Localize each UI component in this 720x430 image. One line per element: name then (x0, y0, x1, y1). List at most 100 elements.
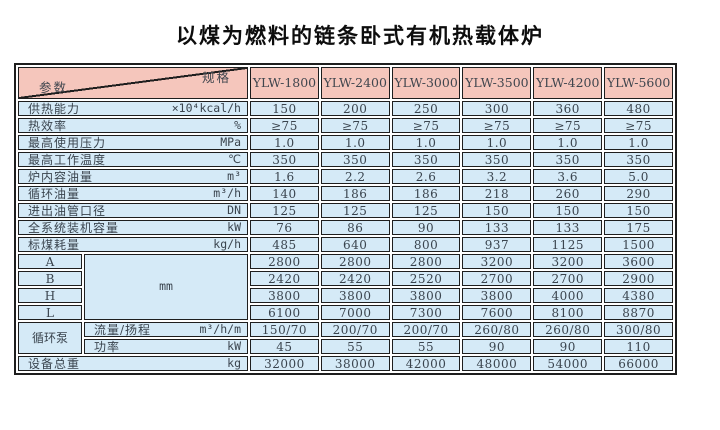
table-row: 炉内容油量 m³ 1.6 2.2 2.6 3.2 3.6 5.0 (18, 169, 673, 184)
value-cell: 2900 (604, 271, 673, 286)
value-cell: 90 (533, 339, 603, 354)
value-cell: 2.2 (320, 169, 390, 184)
value-cell: 6100 (250, 305, 319, 320)
unit-label: kg/h (213, 237, 241, 251)
value-cell: 2800 (320, 254, 390, 269)
table-row: 最高使用压力 MPa 1.0 1.0 1.0 1.0 1.0 1.0 (18, 135, 673, 150)
table-row: B 2420 2420 2520 2700 2700 2900 (18, 271, 673, 286)
value-cell: 7600 (462, 305, 532, 320)
param-label-cell: 全系统装机容量 kW (18, 220, 248, 235)
value-cell: 2700 (533, 271, 603, 286)
value-cell: 90 (462, 339, 532, 354)
value-cell: 133 (462, 220, 532, 235)
value-cell: 1.0 (391, 135, 461, 150)
param-name: 热效率 (28, 118, 68, 133)
value-cell: 3600 (604, 254, 673, 269)
value-cell: 4380 (604, 288, 673, 303)
param-name: 功率 (94, 339, 121, 354)
pump-label-cell: 循环泵 (18, 322, 82, 354)
model-header-cell: YLW-2400 (320, 67, 390, 99)
value-cell: 350 (533, 152, 603, 167)
param-label-cell: 设备总重 kg (18, 356, 248, 371)
value-cell: 200/70 (391, 322, 461, 337)
spec-table: 规格 参数 YLW-1800 YLW-2400 YLW-3000 YLW-350… (14, 63, 677, 375)
value-cell: 8100 (533, 305, 603, 320)
param-name: 最高工作温度 (28, 152, 107, 167)
value-cell: 2700 (462, 271, 532, 286)
model-header-cell: YLW-5600 (604, 67, 673, 99)
page-title: 以煤为燃料的链条卧式有机热载体炉 (176, 24, 544, 48)
value-cell: ≥75 (250, 118, 319, 133)
value-cell: 2420 (250, 271, 319, 286)
value-cell: 260/80 (462, 322, 532, 337)
unit-label: m³ (227, 169, 241, 183)
value-cell: 42000 (391, 356, 461, 371)
unit-label: kg (227, 356, 241, 370)
unit-label: DN (227, 203, 241, 217)
table-row: 全系统装机容量 kW 76 86 90 133 133 175 (18, 220, 673, 235)
value-cell: 150 (533, 203, 603, 218)
value-cell: 1500 (604, 237, 673, 252)
value-cell: 140 (250, 186, 319, 201)
value-cell: 1.0 (320, 135, 390, 150)
value-cell: 480 (604, 101, 673, 116)
table-row: 供热能力 ×10⁴kcal/h 150 200 250 300 360 480 (18, 101, 673, 116)
value-cell: 66000 (604, 356, 673, 371)
value-cell: 125 (391, 203, 461, 218)
value-cell: 3.6 (533, 169, 603, 184)
value-cell: 54000 (533, 356, 603, 371)
param-name: 最高使用压力 (28, 135, 107, 150)
value-cell: 200 (320, 101, 390, 116)
unit-label: ×10⁴kcal/h (171, 101, 241, 115)
value-cell: 133 (533, 220, 603, 235)
value-cell: 250 (391, 101, 461, 116)
table-row: 进出油管口径 DN 125 125 125 150 150 150 (18, 203, 673, 218)
value-cell: 7000 (320, 305, 390, 320)
value-cell: ≥75 (462, 118, 532, 133)
model-header-cell: YLW-3000 (391, 67, 461, 99)
value-cell: 1.0 (462, 135, 532, 150)
value-cell: 3800 (462, 288, 532, 303)
value-cell: 350 (320, 152, 390, 167)
dimension-unit-cell: mm (84, 254, 248, 320)
value-cell: 200/70 (320, 322, 390, 337)
table-row: 循环泵 流量/扬程 m³/h/m 150/70 200/70 200/70 260… (18, 322, 673, 354)
value-cell: 3200 (462, 254, 532, 269)
param-name: 设备总重 (28, 356, 81, 371)
value-cell: 150 (250, 101, 319, 116)
value-cell: 175 (604, 220, 673, 235)
value-cell: 5.0 (604, 169, 673, 184)
table-row: 热效率% ≥75 ≥75 ≥75 ≥75 ≥75 ≥75 (18, 118, 673, 133)
value-cell: 2800 (250, 254, 319, 269)
dimension-letter-cell: H (18, 288, 82, 303)
table-row: L 6100 7000 7300 7600 8100 8870 (18, 305, 673, 320)
value-cell: 2520 (391, 271, 461, 286)
param-name: 全系统装机容量 (28, 220, 120, 235)
value-cell: 937 (462, 237, 532, 252)
value-cell: 350 (250, 152, 319, 167)
table-row: 功率 kW 45 55 55 90 90 110 (18, 339, 673, 354)
value-cell: 3.2 (462, 169, 532, 184)
table-row: 标煤耗量 kg/h 485 640 800 937 1125 1500 (18, 237, 673, 252)
value-cell: ≥75 (604, 118, 673, 133)
value-cell: 7300 (391, 305, 461, 320)
param-name: 炉内容油量 (28, 169, 94, 184)
model-header-cell: YLW-1800 (250, 67, 319, 99)
value-cell: ≥75 (533, 118, 603, 133)
unit-label: kW (227, 220, 241, 234)
param-label-cell: 进出油管口径 DN (18, 203, 248, 218)
value-cell: 260 (533, 186, 603, 201)
value-cell: 186 (320, 186, 390, 201)
value-cell: 290 (604, 186, 673, 201)
param-label-cell: 炉内容油量 m³ (18, 169, 248, 184)
param-label-cell: 流量/扬程 m³/h/m (84, 322, 248, 337)
dimension-letter-cell: B (18, 271, 82, 286)
table-row: 循环油量 m³/h 140 186 186 218 260 290 (18, 186, 673, 201)
value-cell: 76 (250, 220, 319, 235)
value-cell: 3800 (320, 288, 390, 303)
dimension-letter-cell: L (18, 305, 82, 320)
value-cell: 3800 (250, 288, 319, 303)
param-corner-label: 参数 (39, 79, 69, 95)
header-row: 规格 参数 YLW-1800 YLW-2400 YLW-3000 YLW-350… (18, 67, 673, 99)
value-cell: 300 (462, 101, 532, 116)
